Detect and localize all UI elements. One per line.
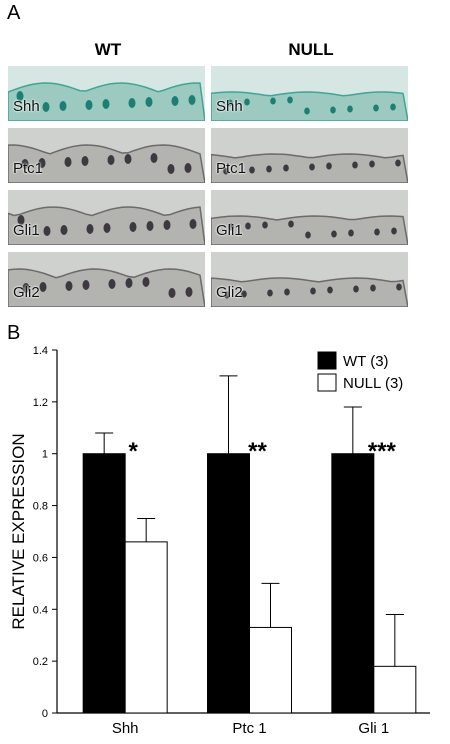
significance-marker: ** xyxy=(248,438,267,465)
column-header-null: NULL xyxy=(288,40,334,59)
panel-a-letter: A xyxy=(7,2,21,24)
significance-marker: *** xyxy=(368,438,397,465)
micrograph-tile: Shh xyxy=(211,66,408,121)
legend-label: WT (3) xyxy=(343,353,389,370)
micrograph-tile: Gli1 xyxy=(8,190,205,245)
micrograph-tile: Shh xyxy=(8,66,205,121)
column-header-wt: WT xyxy=(94,40,122,59)
bar-wt xyxy=(207,453,250,714)
bar-null xyxy=(373,665,417,714)
y-tick-label: 0.8 xyxy=(33,501,48,513)
y-tick-label: 1.2 xyxy=(33,397,48,409)
micrograph-label: Gli1 xyxy=(216,222,243,239)
y-tick-label: 0.6 xyxy=(33,552,48,564)
micrograph-label: Gli1 xyxy=(13,222,40,239)
bar-null xyxy=(124,541,168,714)
panel-b-letter: B xyxy=(7,322,21,344)
micrograph-label: Gli2 xyxy=(216,284,243,301)
x-tick-label: Ptc 1 xyxy=(232,720,266,737)
y-tick-label: 1.4 xyxy=(33,345,48,357)
micrograph-label: Shh xyxy=(13,98,40,115)
micrograph-tile: Ptc1 xyxy=(8,128,205,183)
bar-wt xyxy=(82,453,126,714)
y-tick-label: 0 xyxy=(42,708,48,720)
micrograph-tile: Gli1 xyxy=(211,190,408,245)
bar-null xyxy=(249,626,292,714)
x-tick-label: Gli 1 xyxy=(358,720,389,737)
bar-wt xyxy=(331,453,375,714)
x-tick-label: Shh xyxy=(112,720,139,737)
micrograph-tile: Ptc1 xyxy=(211,128,408,183)
y-axis-label: RELATIVE EXPRESSION xyxy=(9,433,28,629)
micrograph-label: Ptc1 xyxy=(216,160,247,177)
micrograph-label: Ptc1 xyxy=(13,160,44,177)
legend-swatch xyxy=(317,351,337,370)
legend-swatch xyxy=(317,373,337,392)
micrograph-label: Gli2 xyxy=(13,284,40,301)
micrograph-label: Shh xyxy=(216,98,243,115)
y-tick-label: 1 xyxy=(42,449,48,461)
y-tick-label: 0.2 xyxy=(33,656,48,668)
y-tick-label: 0.4 xyxy=(33,604,48,616)
micrograph-tile: Gli2 xyxy=(8,252,205,307)
bar-chart: 0 0.2 0.4 0.6 0.8 1 1.2 1.4 RELATIVE EXPRESSION *… xyxy=(9,345,430,737)
legend-label: NULL (3) xyxy=(343,375,403,392)
micrograph-tile: Gli2 xyxy=(211,252,408,307)
significance-marker: * xyxy=(128,438,138,465)
